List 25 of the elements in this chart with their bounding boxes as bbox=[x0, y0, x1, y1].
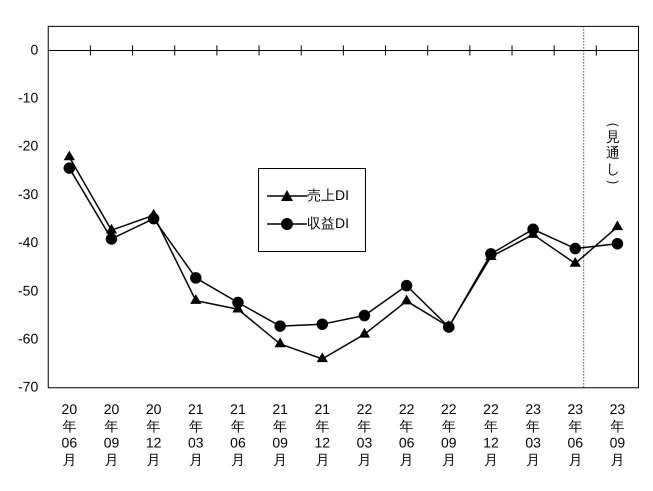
x-tick-label: 20年12月 bbox=[146, 401, 162, 468]
x-tick-label: 23年09月 bbox=[610, 401, 626, 468]
x-tick-label: 20年09月 bbox=[104, 401, 120, 468]
y-tick-label: -50 bbox=[18, 282, 38, 298]
x-tick-label: 22年06月 bbox=[398, 401, 415, 468]
y-tick-label: -10 bbox=[18, 90, 38, 106]
ref-line-label: （見通し） bbox=[606, 114, 622, 192]
x-tick-label: 22年03月 bbox=[356, 401, 372, 468]
legend-label: 収益DI bbox=[307, 215, 349, 233]
y-tick-label: -60 bbox=[18, 330, 38, 346]
y-tick-label: 0 bbox=[30, 41, 38, 58]
y-tick-label: -20 bbox=[18, 138, 38, 154]
x-tick-label: 21年09月 bbox=[272, 401, 288, 468]
x-tick-label: 22年09月 bbox=[440, 401, 457, 468]
y-tick-label: -70 bbox=[18, 378, 38, 395]
x-tick-label: 21年03月 bbox=[188, 401, 204, 468]
x-tick-label: 23年06月 bbox=[567, 401, 584, 468]
legend-label: 売上DI bbox=[307, 187, 349, 205]
y-tick-label: -40 bbox=[18, 234, 38, 250]
x-tick-label: 20年06月 bbox=[62, 401, 78, 468]
y-tick-label: -30 bbox=[18, 186, 38, 202]
x-tick-label: 23年03月 bbox=[525, 401, 542, 468]
x-tick-label: 22年12月 bbox=[483, 401, 499, 468]
x-tick-label: 21年06月 bbox=[230, 401, 246, 468]
x-tick-label: 21年12月 bbox=[314, 401, 330, 468]
